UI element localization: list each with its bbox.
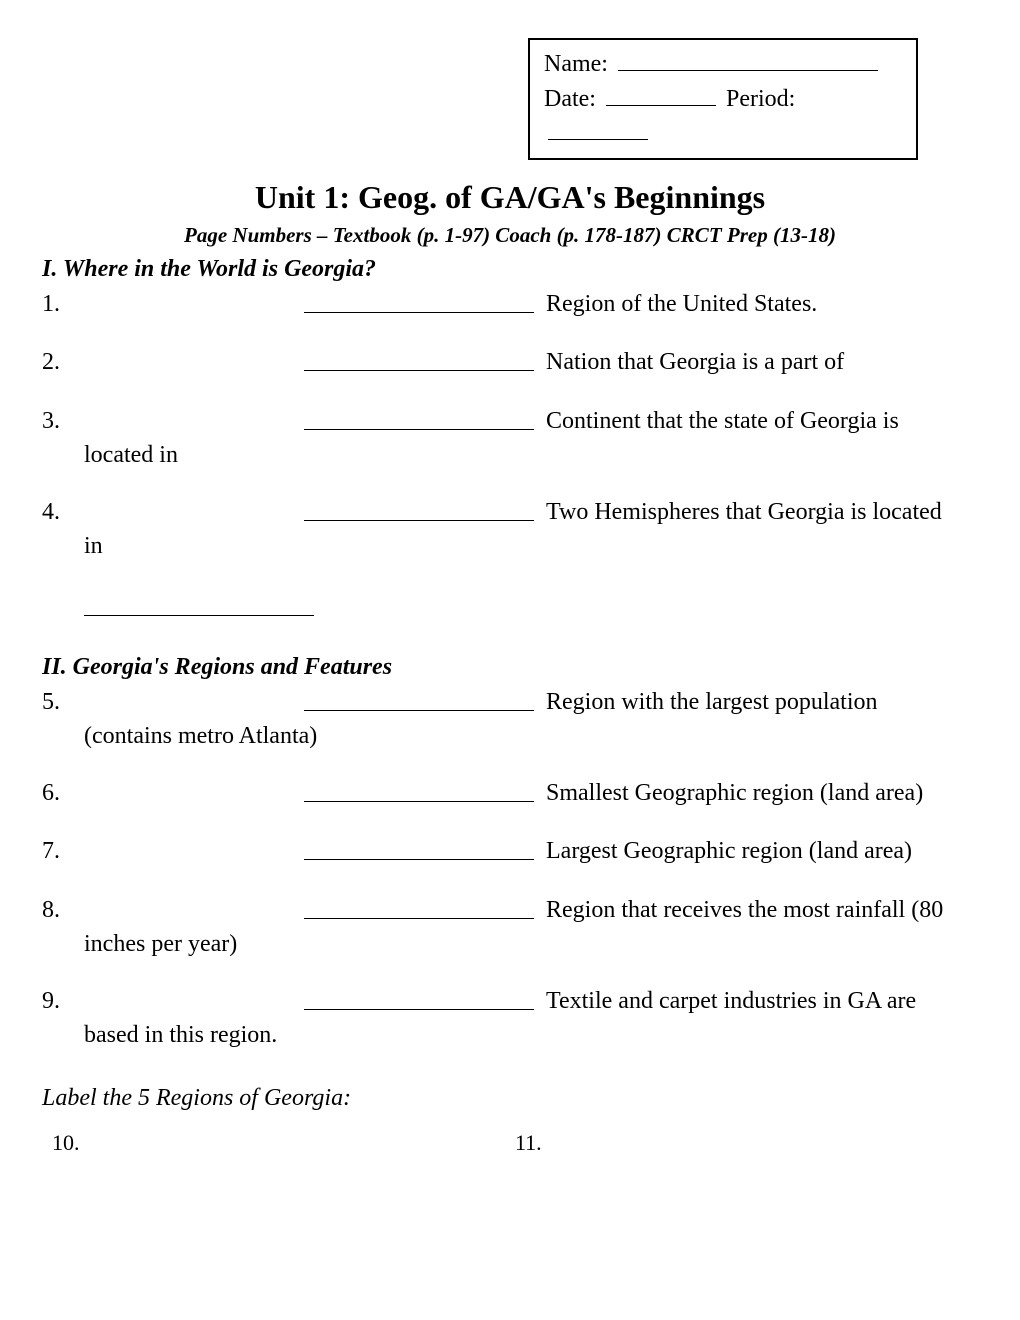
question-row: 3. Continent that the state of Georgia i… xyxy=(42,405,978,472)
date-blank[interactable] xyxy=(606,81,716,106)
question-desc: Textile and carpet industries in GA are xyxy=(546,988,916,1014)
name-date-box: Name: Date: Period: xyxy=(528,38,918,160)
question-row: 6. Smallest Geographic region (land area… xyxy=(42,777,978,812)
name-blank[interactable] xyxy=(618,46,878,71)
extra-blank xyxy=(84,591,978,626)
question-number: 1. xyxy=(42,288,84,320)
date-label: Date: xyxy=(544,86,596,112)
answer-blank[interactable] xyxy=(304,894,534,919)
answer-blank[interactable] xyxy=(304,288,534,313)
question-desc: Two Hemispheres that Georgia is located xyxy=(546,499,942,525)
question-number: 9. xyxy=(42,985,84,1017)
section-1-head: I. Where in the World is Georgia? xyxy=(42,253,978,285)
period-blank[interactable] xyxy=(548,115,648,140)
question-number: 8. xyxy=(42,894,84,926)
answer-blank[interactable] xyxy=(304,985,534,1010)
question-cont: (contains metro Atlanta) xyxy=(84,720,972,752)
period-label: Period: xyxy=(726,86,795,112)
question-row: 2. Nation that Georgia is a part of xyxy=(42,346,978,381)
section-2-head: II. Georgia's Regions and Features xyxy=(42,651,978,683)
question-row: 5. Region with the largest population (c… xyxy=(42,686,978,753)
question-desc: Smallest Geographic region (land area) xyxy=(546,780,923,806)
answer-blank[interactable] xyxy=(304,346,534,371)
question-cont: in xyxy=(84,530,972,562)
question-row: 7. Largest Geographic region (land area) xyxy=(42,835,978,870)
question-number: 2. xyxy=(42,346,84,378)
question-cont: located in xyxy=(84,439,972,471)
question-number: 3. xyxy=(42,405,84,437)
name-label: Name: xyxy=(544,51,608,77)
answer-blank[interactable] xyxy=(304,686,534,711)
label-num-left: 10. xyxy=(42,1128,515,1158)
answer-blank[interactable] xyxy=(304,835,534,860)
question-row: 4. Two Hemispheres that Georgia is locat… xyxy=(42,496,978,563)
answer-blank[interactable] xyxy=(84,591,314,616)
label-num-right: 11. xyxy=(515,1128,978,1158)
page-title: Unit 1: Geog. of GA/GA's Beginnings xyxy=(42,176,978,219)
question-desc: Continent that the state of Georgia is xyxy=(546,408,899,434)
question-desc: Region of the United States. xyxy=(546,291,817,317)
question-cont: based in this region. xyxy=(84,1019,972,1051)
question-row: 1. Region of the United States. xyxy=(42,288,978,323)
question-number: 6. xyxy=(42,777,84,809)
question-desc: Region that receives the most rainfall (… xyxy=(546,897,943,923)
question-number: 5. xyxy=(42,686,84,718)
question-desc: Region with the largest population xyxy=(546,689,878,715)
answer-blank[interactable] xyxy=(304,496,534,521)
label-row: 10. 11. xyxy=(42,1128,978,1158)
answer-blank[interactable] xyxy=(304,405,534,430)
question-number: 4. xyxy=(42,496,84,528)
question-row: 9. Textile and carpet industries in GA a… xyxy=(42,985,978,1052)
question-desc: Largest Geographic region (land area) xyxy=(546,838,912,864)
answer-blank[interactable] xyxy=(304,777,534,802)
question-number: 7. xyxy=(42,835,84,867)
label-instruction: Label the 5 Regions of Georgia: xyxy=(42,1082,978,1114)
question-desc: Nation that Georgia is a part of xyxy=(546,349,844,375)
question-row: 8. Region that receives the most rainfal… xyxy=(42,894,978,961)
question-cont: inches per year) xyxy=(84,928,972,960)
page-subtitle: Page Numbers – Textbook (p. 1-97) Coach … xyxy=(42,221,978,249)
